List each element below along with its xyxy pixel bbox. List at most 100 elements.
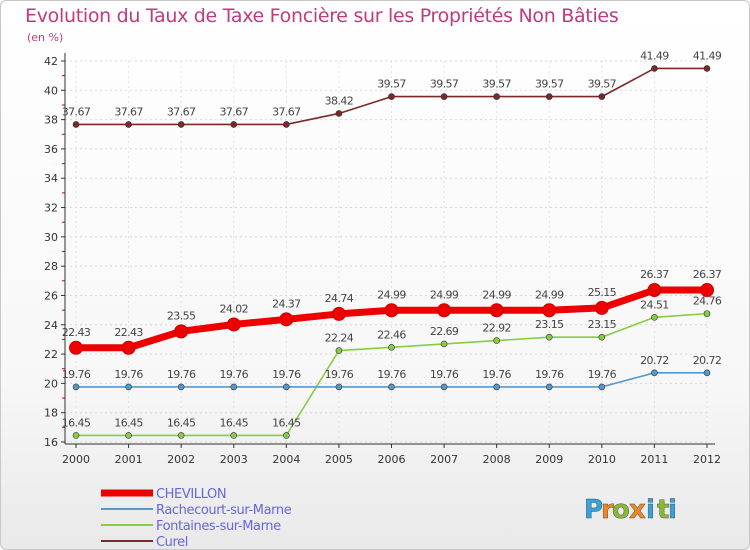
data-label-chevillon: 22.43 bbox=[114, 326, 143, 339]
data-point-fontaines-sur-marne bbox=[440, 340, 448, 348]
data-label-fontaines-sur-marne: 16.45 bbox=[220, 416, 249, 429]
data-point-fontaines-sur-marne bbox=[545, 333, 553, 341]
data-label-curel: 37.67 bbox=[167, 105, 196, 118]
data-point-curel bbox=[545, 93, 553, 100]
data-point-fontaines-sur-marne bbox=[598, 333, 606, 341]
data-label-curel: 37.67 bbox=[62, 105, 91, 118]
data-point-fontaines-sur-marne bbox=[283, 432, 290, 439]
y-tick-label: 22 bbox=[44, 348, 58, 361]
data-label-chevillon: 24.37 bbox=[272, 297, 301, 310]
y-axis-unit-label: (en %) bbox=[27, 31, 64, 44]
data-point-rachecourt-sur-marne bbox=[177, 383, 185, 391]
y-tick-label: 40 bbox=[44, 84, 58, 97]
data-label-chevillon: 22.43 bbox=[62, 326, 91, 339]
data-label-chevillon: 26.37 bbox=[693, 268, 722, 281]
logo-letter: P bbox=[584, 495, 603, 525]
grid bbox=[65, 60, 708, 443]
proxiti-logo: Pro x i ti bbox=[584, 495, 677, 526]
x-tick-label: 2004 bbox=[272, 453, 300, 466]
data-labels: 37.67 37.67 37.67 37.67 37.67 38.42 39.57 39.57… bbox=[62, 49, 723, 429]
data-point-rachecourt-sur-marne bbox=[440, 383, 448, 391]
data-label-chevillon: 26.37 bbox=[640, 268, 669, 281]
data-label-fontaines-sur-marne: 16.45 bbox=[167, 416, 196, 429]
data-point-rachecourt-sur-marne bbox=[545, 383, 553, 391]
data-label-curel: 39.57 bbox=[377, 78, 406, 91]
data-label-chevillon: 23.55 bbox=[167, 309, 196, 322]
data-point-fontaines-sur-marne bbox=[335, 347, 343, 354]
data-point-curel bbox=[388, 93, 395, 100]
data-label-chevillon: 24.99 bbox=[535, 288, 564, 301]
data-point-curel bbox=[440, 93, 448, 100]
logo-letter: i bbox=[646, 495, 655, 525]
data-point-curel bbox=[598, 93, 606, 100]
data-label-fontaines-sur-marne: 16.45 bbox=[272, 416, 301, 429]
legend-label: Fontaines-sur-Marne bbox=[156, 519, 281, 534]
data-label-fontaines-sur-marne: 24.51 bbox=[640, 298, 669, 311]
data-point-rachecourt-sur-marne bbox=[335, 383, 343, 391]
x-tick-label: 2008 bbox=[483, 453, 511, 466]
data-label-curel: 39.57 bbox=[535, 78, 564, 91]
logo-letter: x bbox=[629, 495, 646, 525]
data-label-chevillon: 24.99 bbox=[430, 288, 459, 301]
legend: CHEVILLONRachecourt-sur-MarneFontaines-s… bbox=[101, 487, 292, 549]
data-label-fontaines-sur-marne: 16.45 bbox=[62, 416, 91, 429]
data-point-chevillon bbox=[69, 340, 83, 355]
data-label-rachecourt-sur-marne: 19.76 bbox=[535, 368, 564, 381]
data-label-rachecourt-sur-marne: 19.76 bbox=[482, 368, 511, 381]
data-point-curel bbox=[651, 65, 658, 72]
data-label-chevillon: 25.15 bbox=[588, 286, 617, 299]
data-point-rachecourt-sur-marne bbox=[493, 383, 500, 391]
x-tick-label: 2006 bbox=[378, 453, 406, 466]
data-point-fontaines-sur-marne bbox=[388, 344, 395, 351]
data-point-chevillon bbox=[542, 303, 557, 318]
y-tick-label: 28 bbox=[44, 260, 58, 273]
y-tick-label: 36 bbox=[44, 143, 58, 156]
data-point-chevillon bbox=[437, 303, 452, 318]
data-label-curel: 41.49 bbox=[693, 49, 722, 62]
y-tick-label: 38 bbox=[44, 114, 58, 127]
data-point-fontaines-sur-marne bbox=[493, 337, 500, 344]
data-point-curel bbox=[283, 121, 290, 128]
x-tick-label: 2000 bbox=[62, 453, 90, 466]
data-label-fontaines-sur-marne: 22.24 bbox=[325, 332, 354, 345]
data-point-fontaines-sur-marne bbox=[651, 313, 658, 321]
data-point-fontaines-sur-marne bbox=[177, 432, 185, 439]
data-point-rachecourt-sur-marne bbox=[651, 369, 658, 377]
data-point-rachecourt-sur-marne bbox=[283, 383, 290, 391]
y-tick-label: 32 bbox=[44, 202, 58, 215]
data-label-rachecourt-sur-marne: 19.76 bbox=[220, 368, 249, 381]
data-label-rachecourt-sur-marne: 19.76 bbox=[377, 368, 406, 381]
data-point-chevillon bbox=[121, 340, 136, 355]
data-label-curel: 39.57 bbox=[430, 78, 459, 91]
data-label-fontaines-sur-marne: 22.46 bbox=[377, 328, 406, 341]
data-label-curel: 37.67 bbox=[272, 105, 301, 118]
x-tick-label: 2002 bbox=[167, 453, 195, 466]
data-point-rachecourt-sur-marne bbox=[230, 383, 238, 391]
data-point-chevillon bbox=[279, 312, 294, 327]
x-tick-label: 2003 bbox=[220, 453, 248, 466]
y-tick-label: 18 bbox=[44, 407, 58, 420]
logo-letter: o bbox=[612, 495, 630, 525]
data-label-rachecourt-sur-marne: 19.76 bbox=[167, 368, 196, 381]
y-tick-label: 26 bbox=[44, 289, 58, 302]
y-tick-label: 20 bbox=[44, 377, 58, 390]
chart-title: Evolution du Taux de Taxe Foncière sur l… bbox=[25, 5, 619, 27]
data-label-chevillon: 24.99 bbox=[377, 288, 406, 301]
data-point-curel bbox=[703, 65, 711, 72]
data-label-rachecourt-sur-marne: 19.76 bbox=[588, 368, 617, 381]
y-tick-label: 34 bbox=[44, 172, 58, 185]
data-point-chevillon bbox=[331, 306, 346, 321]
data-label-rachecourt-sur-marne: 20.72 bbox=[640, 354, 669, 367]
data-point-chevillon bbox=[700, 283, 714, 298]
data-label-fontaines-sur-marne: 23.15 bbox=[588, 318, 617, 331]
data-label-fontaines-sur-marne: 22.92 bbox=[482, 322, 511, 335]
data-point-fontaines-sur-marne bbox=[230, 432, 238, 439]
data-point-rachecourt-sur-marne bbox=[388, 383, 395, 391]
axes: 16 18 20 22 24 26 28 30 32 34 36 38 40 42 2000 2001 2002… bbox=[44, 53, 721, 466]
series-lines bbox=[69, 65, 714, 439]
y-tick-label: 24 bbox=[44, 319, 58, 332]
logo-letter: r bbox=[601, 495, 614, 525]
data-point-chevillon bbox=[174, 324, 189, 339]
data-point-curel bbox=[72, 121, 80, 128]
